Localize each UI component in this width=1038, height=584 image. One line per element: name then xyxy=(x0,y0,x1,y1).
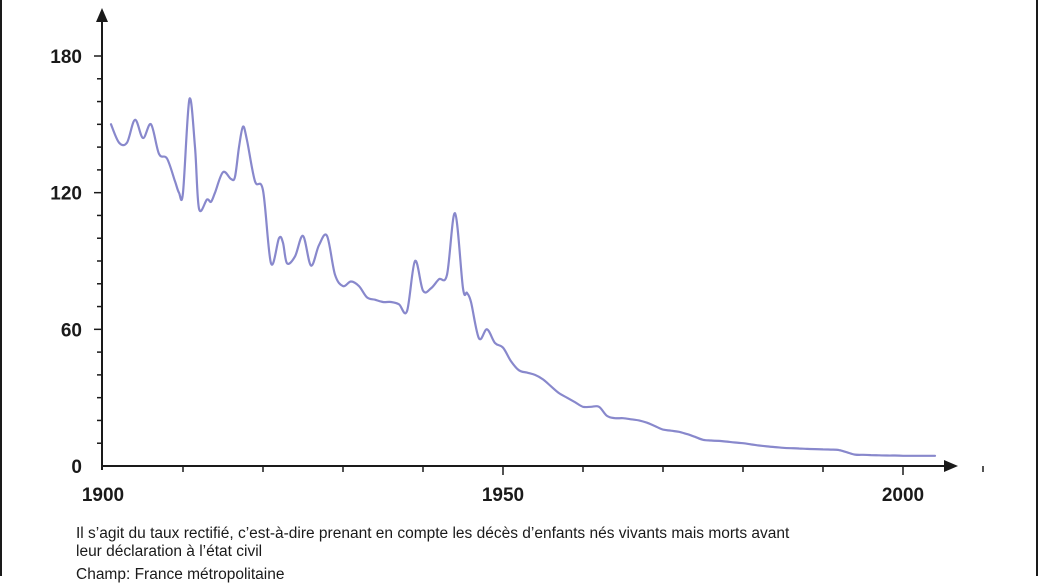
series-line xyxy=(109,97,937,457)
left-frame-border xyxy=(0,0,2,576)
chart-ticks xyxy=(94,55,984,475)
y-tick-label: 60 xyxy=(61,320,82,341)
x-tick-label: 1950 xyxy=(482,485,524,506)
x-axis-arrow xyxy=(944,460,958,472)
chart-note-line-1: Il s’agit du taux rectifié, c’est-à-dire… xyxy=(76,525,790,542)
chart-note-line-2: leur déclaration à l’état civil xyxy=(76,543,263,560)
x-tick-label: 1900 xyxy=(82,485,124,506)
y-tick-label: 120 xyxy=(50,184,82,205)
right-frame-border xyxy=(1036,0,1038,576)
y-axis-arrow xyxy=(96,8,108,22)
chart-note-line-3: Champ: France métropolitaine xyxy=(76,566,285,583)
y-tick-label: 0 xyxy=(71,457,82,478)
chart-tick-labels: 0 60 120 180 1900 1950 2000 xyxy=(50,47,924,506)
chart-series xyxy=(109,97,937,457)
x-tick-label: 2000 xyxy=(882,485,924,506)
y-tick-label: 180 xyxy=(50,47,82,68)
chart-axes xyxy=(96,8,958,472)
